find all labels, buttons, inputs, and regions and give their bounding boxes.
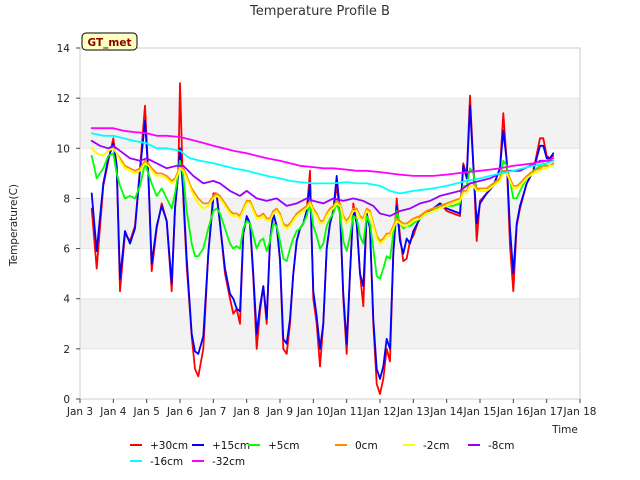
- site-badge: GT_met: [81, 32, 138, 51]
- legend-item: 0cm: [335, 440, 378, 452]
- series-line-minus8cm: [90, 139, 555, 217]
- x-tick-label: Jan 17: [529, 406, 563, 418]
- x-tick-label: Jan 5: [133, 406, 160, 418]
- x-tick-label: Jan 7: [199, 406, 226, 418]
- series-line-minus32cm: [90, 127, 555, 177]
- site-badge-box: [81, 32, 138, 51]
- plot-area: [79, 47, 581, 400]
- series-line-minus2cm: [90, 147, 555, 245]
- chart-title: Temperature Profile B: [249, 4, 390, 19]
- legend-label: +5cm: [268, 440, 299, 452]
- x-tick-label: Jan 16: [496, 406, 530, 418]
- site-badge-text: GT_met: [88, 37, 132, 49]
- x-tick-label: Jan 8: [233, 406, 260, 418]
- x-tick-label: Jan 4: [99, 406, 127, 418]
- x-tick-label: Jan 14: [429, 406, 463, 418]
- legend-item: -2cm: [403, 440, 449, 452]
- legend-item: +5cm: [248, 440, 299, 452]
- x-tick-label: Jan 15: [463, 406, 497, 418]
- x-axis-label: Time: [551, 424, 578, 436]
- band-10-12: [80, 98, 580, 149]
- legend-item: +30cm: [130, 440, 188, 452]
- y-tick-label: 10: [57, 143, 70, 155]
- legend-label: 0cm: [355, 440, 378, 452]
- x-tick-label: Jan 11: [329, 406, 363, 418]
- series-layer: [90, 82, 555, 395]
- x-tick-label: Jan 9: [266, 406, 293, 418]
- x-tick-label: Jan 12: [363, 406, 397, 418]
- y-tick-label: 14: [57, 43, 71, 55]
- x-axis-ticks: Jan 3 Jan 4 Jan 5 Jan 6 Jan 7 Jan 8 Jan 9 Jan 1…: [66, 399, 597, 418]
- y-tick-label: 8: [63, 193, 70, 205]
- x-tick-label: Jan 3: [66, 406, 93, 418]
- x-tick-label: Jan 6: [166, 406, 194, 418]
- y-axis-ticks: 0 2 4 6 8 10 12 14: [57, 43, 80, 406]
- x-tick-label: Jan 13: [396, 406, 430, 418]
- y-tick-label: 0: [63, 394, 70, 406]
- x-tick-label: Jan 18: [563, 406, 597, 418]
- legend-item: -32cm: [192, 456, 245, 468]
- y-tick-label: 12: [57, 93, 70, 105]
- y-tick-label: 4: [63, 294, 70, 306]
- series-line-minus16cm: [90, 132, 555, 195]
- legend-label: -8cm: [488, 440, 514, 452]
- x-tick-label: Jan 10: [296, 406, 330, 418]
- legend-item: -16cm: [130, 456, 183, 468]
- legend-label: -2cm: [423, 440, 449, 452]
- legend-label: -32cm: [212, 456, 245, 468]
- legend: +30cm +15cm +5cm 0cm -2cm -8cm -16cm -32cm: [130, 440, 514, 468]
- legend-label: -16cm: [150, 456, 183, 468]
- band-2-4: [80, 298, 580, 349]
- y-tick-label: 2: [63, 344, 70, 356]
- y-tick-label: 6: [63, 244, 70, 256]
- legend-label: +15cm: [212, 440, 250, 452]
- legend-label: +30cm: [150, 440, 188, 452]
- legend-item: +15cm: [192, 440, 250, 452]
- legend-item: -8cm: [468, 440, 514, 452]
- y-axis-label: Temperature(C): [8, 184, 20, 267]
